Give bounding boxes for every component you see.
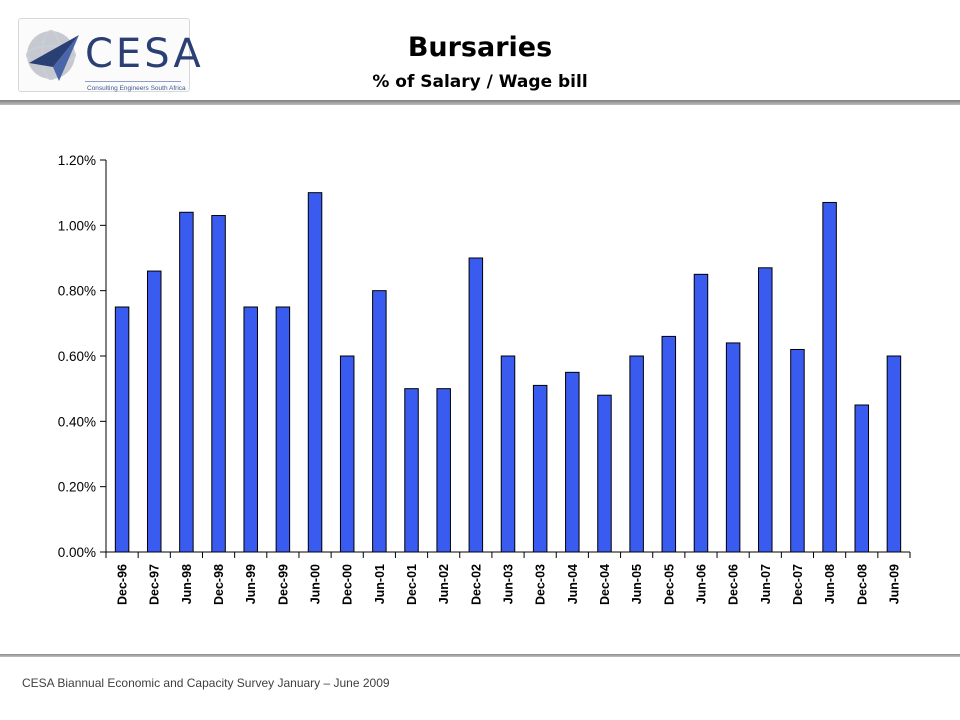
x-tick-label: Jun-08	[823, 564, 837, 604]
bar	[114, 306, 130, 553]
footer-divider	[0, 654, 960, 657]
bar	[629, 355, 644, 553]
bar	[886, 355, 902, 553]
x-tick-label: Jun-02	[437, 564, 451, 604]
bar	[179, 211, 194, 553]
x-tick-label: Jun-00	[309, 564, 323, 604]
cesa-logo: CESA Consulting Engineers South Africa	[18, 18, 201, 92]
footer-text: CESA Biannual Economic and Capacity Surv…	[22, 676, 390, 690]
x-tick-label: Jun-09	[887, 564, 901, 604]
x-tick-label: Dec-00	[341, 564, 355, 605]
page-subtitle: % of Salary / Wage bill	[372, 72, 588, 92]
y-tick-label: 0.00%	[58, 545, 96, 560]
x-tick-label: Dec-03	[534, 564, 548, 605]
bar	[597, 394, 612, 553]
x-tick-label: Dec-05	[662, 564, 676, 605]
logo-wordmark: CESA	[85, 31, 204, 77]
bar-chart: 0.00% 0.20% 0.40% 0.60% 0.80% 1.00% 1.20% Dec-…	[58, 153, 911, 605]
x-tick-label: Dec-06	[727, 564, 741, 605]
x-tick-label: Dec-01	[405, 564, 419, 605]
y-tick-label: 1.20%	[58, 153, 96, 168]
y-tick-label: 0.80%	[58, 284, 96, 299]
y-tick-label: 0.20%	[58, 480, 96, 495]
x-tick-label: Dec-07	[791, 564, 805, 605]
x-tick-label: Jun-07	[759, 564, 773, 604]
bar	[565, 371, 580, 553]
x-tick-label: Dec-99	[276, 564, 290, 605]
bar	[790, 348, 805, 553]
bar	[307, 192, 323, 553]
bar	[243, 306, 258, 553]
x-tick-label: Jun-03	[502, 564, 516, 604]
logo-tagline: Consulting Engineers South Africa	[87, 85, 186, 92]
bars	[114, 192, 902, 553]
bar	[211, 215, 226, 553]
y-tick-label: 1.00%	[58, 218, 96, 233]
x-tick-label: Jun-06	[694, 564, 708, 604]
x-tick-label: Dec-08	[855, 564, 869, 605]
bar	[275, 306, 291, 553]
bar	[693, 273, 709, 553]
bar	[372, 290, 387, 553]
x-tick-label: Dec-98	[212, 564, 226, 605]
bar	[339, 355, 355, 553]
logo-divider	[85, 81, 181, 82]
x-tick-label: Dec-96	[116, 564, 130, 605]
bar	[532, 384, 548, 553]
x-tick-label: Dec-04	[598, 564, 612, 605]
header-divider	[0, 100, 960, 105]
bar	[758, 267, 773, 553]
bar	[468, 257, 484, 553]
x-tick-label: Jun-99	[244, 564, 258, 604]
bar	[661, 335, 677, 553]
cesa-globe-icon	[26, 30, 79, 81]
bar	[436, 388, 451, 553]
x-tick-label: Dec-97	[148, 564, 162, 605]
bar	[146, 270, 162, 553]
bar	[500, 355, 516, 553]
y-tick-label: 0.40%	[58, 414, 96, 429]
bar	[725, 342, 741, 553]
bar	[854, 404, 870, 553]
bar	[822, 201, 837, 553]
x-axis: Dec-96 Dec-97 Jun-98 Dec-98 Jun-99 Dec-99 Jun-…	[105, 551, 911, 605]
y-axis: 0.00% 0.20% 0.40% 0.60% 0.80% 1.00% 1.20%	[58, 153, 107, 560]
bar	[404, 388, 419, 553]
x-tick-label: Jun-05	[630, 564, 644, 604]
x-tick-label: Jun-04	[566, 564, 580, 604]
x-tick-label: Jun-01	[373, 564, 387, 604]
y-tick-label: 0.60%	[58, 349, 96, 364]
x-tick-label: Jun-98	[180, 564, 194, 604]
x-tick-label: Dec-02	[469, 564, 483, 605]
page-title: Bursaries	[407, 32, 553, 63]
